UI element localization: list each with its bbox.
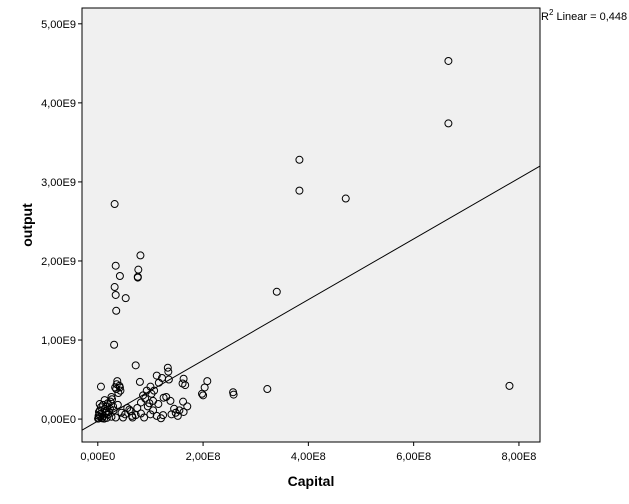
r-squared-label: R2 Linear = 0,448 [541,8,627,23]
data-points [94,56,514,423]
data-point [444,56,453,65]
data-point [111,261,120,270]
data-point [116,386,125,395]
data-point [110,283,119,292]
data-point [152,411,161,420]
y-tick-label: 2,00E9 [41,256,76,268]
data-point [164,367,173,376]
data-point [141,394,150,403]
data-point [341,194,350,203]
data-point [295,155,304,164]
data-point [115,271,124,280]
data-point [112,385,121,394]
x-axis-title: Capital [288,473,335,489]
x-axis: 0,00E0 2,00E8 4,00E8 6,00E8 8,00E8 [80,442,536,463]
data-point [163,363,172,372]
x-tick-label: 4,00E8 [291,451,326,463]
x-tick-label: 6,00E8 [396,451,431,463]
data-point [149,406,158,415]
data-point [263,385,272,394]
linear-fit-line [81,165,541,431]
data-point [105,404,114,413]
data-point [110,340,119,349]
data-point [156,414,165,423]
data-point [113,400,122,409]
data-point [229,390,238,399]
data-point [128,411,137,420]
data-point [154,400,163,409]
x-tick-label: 0,00E0 [80,451,115,463]
data-point [295,186,304,195]
data-point [505,381,514,390]
y-axis: 0,00E0 1,00E9 2,00E9 3,00E9 4,00E9 5,00E9 [41,19,82,426]
y-tick-label: 3,00E9 [41,177,76,189]
data-point [136,398,145,407]
data-point [133,273,142,282]
data-point [135,377,144,386]
data-point [119,413,128,422]
data-point [114,388,123,397]
data-point [108,395,117,404]
data-point [95,400,104,409]
data-point [183,402,192,411]
data-point [103,399,112,408]
data-point [96,382,105,391]
data-point [179,407,188,416]
data-point [181,381,190,390]
data-point [121,294,130,303]
data-point [112,306,121,315]
data-point [164,375,173,384]
x-tick-label: 8,00E8 [502,451,537,463]
data-point [140,413,149,422]
y-tick-label: 5,00E9 [41,19,76,31]
data-point [136,251,145,260]
data-point [162,392,171,401]
data-point [198,389,207,398]
data-point [143,402,152,411]
x-tick-label: 2,00E8 [186,451,221,463]
data-point [179,397,188,406]
data-point [110,200,119,209]
data-point [111,290,120,299]
data-point [117,408,126,417]
y-tick-label: 4,00E9 [41,98,76,110]
data-point [199,391,208,400]
y-tick-label: 0,00E0 [41,414,76,426]
data-point [444,119,453,128]
data-point [131,361,140,370]
data-point [272,287,281,296]
data-point [97,409,106,418]
data-point [152,371,161,380]
plot-area [81,7,541,443]
y-tick-label: 1,00E9 [41,335,76,347]
data-point [173,411,182,420]
data-point [98,413,107,422]
y-axis-title: output [19,203,35,247]
data-point [115,383,124,392]
data-point [166,396,175,405]
